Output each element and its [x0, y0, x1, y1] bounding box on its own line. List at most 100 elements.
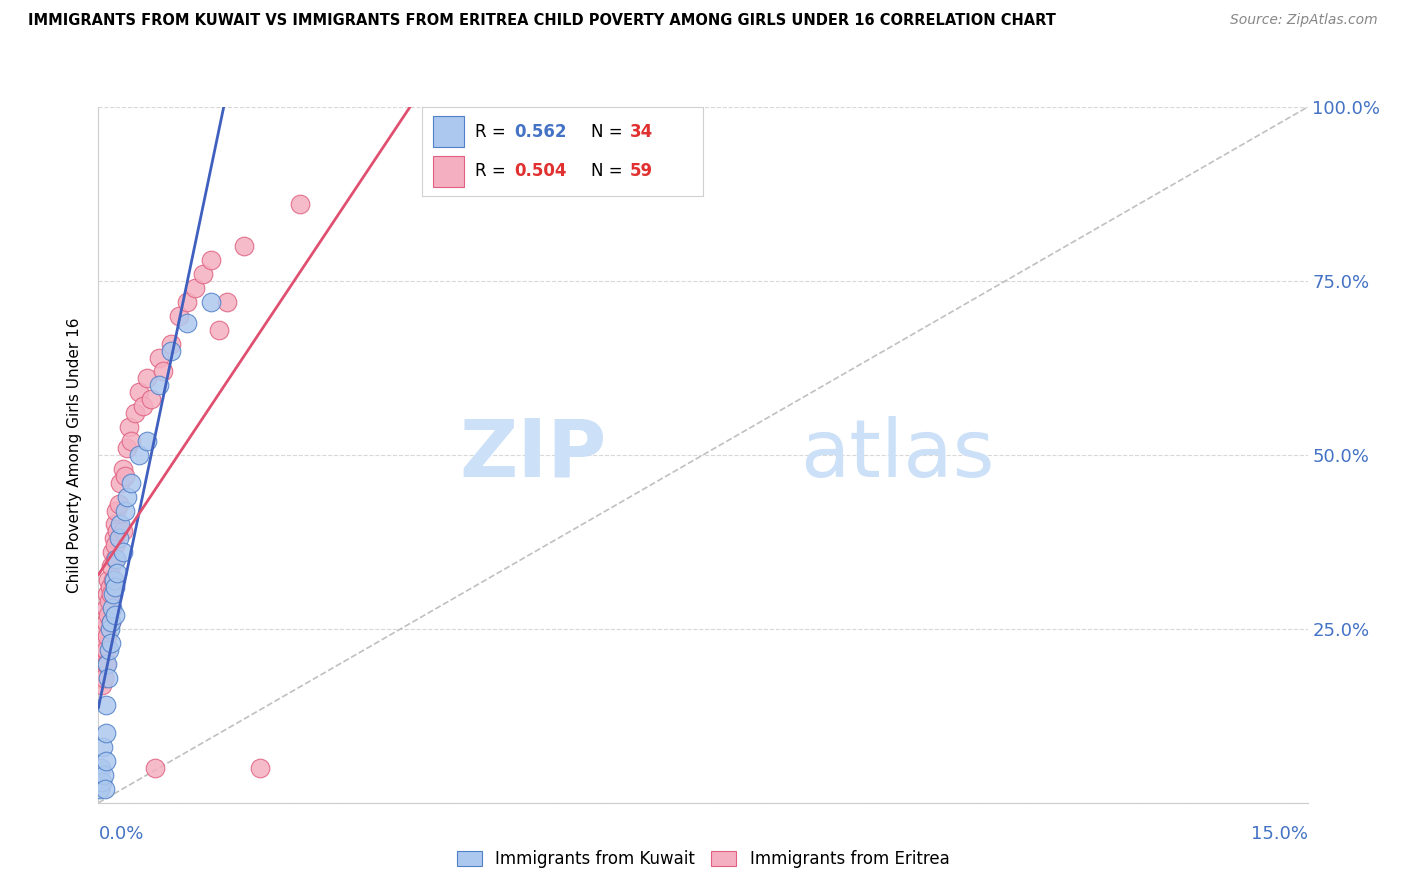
Point — [100, 559, 122, 574]
Point — [232, 239, 254, 253]
Point — [94, 601, 117, 615]
Text: 0.504: 0.504 — [515, 162, 567, 180]
Point — [105, 552, 128, 566]
Point — [100, 615, 122, 629]
Point — [208, 323, 231, 337]
Point — [111, 462, 134, 476]
Point — [135, 434, 157, 448]
Point — [101, 587, 124, 601]
Point — [93, 636, 115, 650]
Text: N =: N = — [591, 123, 627, 141]
Point — [114, 503, 136, 517]
Point — [100, 615, 122, 629]
Point — [101, 601, 124, 615]
Point — [160, 343, 183, 358]
Point — [89, 671, 111, 685]
Point — [96, 698, 118, 713]
Text: 59: 59 — [630, 162, 652, 180]
Text: R =: R = — [475, 123, 512, 141]
Point — [135, 371, 157, 385]
Point — [100, 587, 122, 601]
Point — [101, 545, 124, 559]
Point — [90, 649, 112, 664]
Point — [200, 253, 222, 268]
Point — [91, 642, 114, 657]
Point — [103, 532, 125, 546]
Point — [89, 657, 111, 671]
Point — [115, 490, 138, 504]
FancyBboxPatch shape — [433, 116, 464, 147]
Point — [217, 294, 239, 309]
Point — [184, 281, 207, 295]
Point — [114, 468, 136, 483]
Point — [97, 573, 120, 587]
Point — [96, 726, 118, 740]
Point — [128, 385, 150, 400]
Point — [96, 657, 118, 671]
Point — [249, 761, 271, 775]
Point — [96, 615, 118, 629]
Point — [91, 657, 114, 671]
Point — [491, 169, 513, 184]
Legend: Immigrants from Kuwait, Immigrants from Eritrea: Immigrants from Kuwait, Immigrants from … — [450, 844, 956, 875]
Point — [128, 448, 150, 462]
Point — [97, 607, 120, 622]
Point — [108, 517, 131, 532]
Point — [91, 740, 114, 755]
Point — [103, 607, 125, 622]
Point — [108, 475, 131, 490]
Point — [148, 351, 170, 365]
Point — [111, 524, 134, 539]
Point — [96, 587, 118, 601]
Point — [124, 406, 146, 420]
Point — [160, 336, 183, 351]
Text: N =: N = — [591, 162, 627, 180]
Point — [193, 267, 215, 281]
Point — [288, 197, 311, 211]
Point — [103, 517, 125, 532]
Point — [176, 294, 198, 309]
Point — [96, 657, 118, 671]
Point — [96, 629, 118, 643]
Text: Source: ZipAtlas.com: Source: ZipAtlas.com — [1230, 13, 1378, 28]
Text: 0.0%: 0.0% — [98, 825, 143, 843]
Point — [90, 761, 112, 775]
Point — [91, 677, 114, 691]
Point — [107, 532, 129, 546]
Point — [105, 503, 128, 517]
Point — [107, 497, 129, 511]
Point — [101, 573, 124, 587]
Text: atlas: atlas — [800, 416, 994, 494]
Point — [148, 378, 170, 392]
Text: 34: 34 — [630, 123, 654, 141]
Point — [120, 475, 142, 490]
Point — [115, 441, 138, 455]
Point — [167, 309, 190, 323]
FancyBboxPatch shape — [433, 156, 464, 187]
Point — [94, 642, 117, 657]
Point — [111, 545, 134, 559]
Point — [176, 316, 198, 330]
Point — [103, 573, 125, 587]
Point — [91, 775, 114, 789]
Text: 0.562: 0.562 — [515, 123, 567, 141]
Point — [104, 580, 127, 594]
Point — [200, 294, 222, 309]
Point — [93, 671, 115, 685]
Point — [97, 671, 120, 685]
Point — [132, 399, 155, 413]
Point — [103, 552, 125, 566]
Point — [94, 781, 117, 796]
Text: R =: R = — [475, 162, 512, 180]
Point — [93, 768, 115, 782]
Point — [98, 622, 121, 636]
Point — [152, 364, 174, 378]
Point — [143, 761, 166, 775]
Text: ZIP: ZIP — [458, 416, 606, 494]
Point — [97, 642, 120, 657]
Point — [94, 622, 117, 636]
Text: 15.0%: 15.0% — [1250, 825, 1308, 843]
Point — [120, 434, 142, 448]
Point — [100, 636, 122, 650]
Text: IMMIGRANTS FROM KUWAIT VS IMMIGRANTS FROM ERITREA CHILD POVERTY AMONG GIRLS UNDE: IMMIGRANTS FROM KUWAIT VS IMMIGRANTS FRO… — [28, 13, 1056, 29]
